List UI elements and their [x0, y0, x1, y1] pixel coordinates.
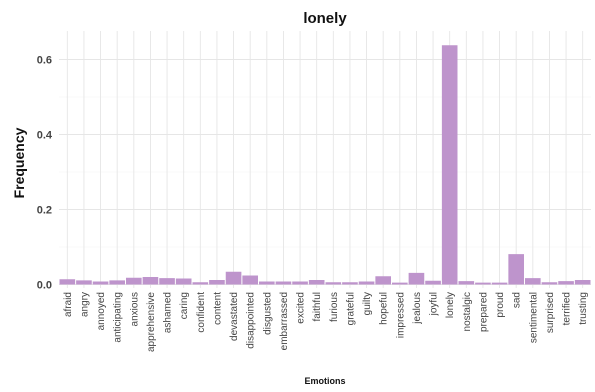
bar-anxious [125, 277, 142, 285]
x-tick-label-faithful: faithful [312, 292, 323, 321]
x-tick-label-hopeful: hopeful [379, 292, 390, 325]
x-tick-label-sad: sad [512, 292, 523, 308]
bar-sad [508, 254, 525, 285]
bar-annoyed [92, 281, 109, 285]
x-tick-label-anxious: anxious [129, 292, 140, 326]
bar-jealous [408, 272, 425, 285]
x-tick-label-afraid: afraid [63, 292, 74, 317]
x-tick-label-disappointed: disappointed [246, 292, 257, 349]
bar-excited [292, 281, 308, 285]
bar-caring [175, 278, 192, 285]
bar-sentimental [524, 278, 541, 285]
x-tick-label-proud: proud [495, 292, 506, 318]
bar-furious [325, 282, 342, 285]
x-tick-label-prepared: prepared [478, 292, 489, 332]
bar-nostalgic [458, 281, 475, 285]
bar-grateful [342, 282, 358, 285]
bars [59, 45, 591, 285]
bar-impressed [391, 282, 408, 285]
x-tick-label-devastated: devastated [229, 292, 240, 341]
x-tick-label-guilty: guilty [362, 292, 373, 315]
y-tick-label: 0.4 [37, 130, 53, 142]
x-tick-label-annoyed: annoyed [96, 292, 107, 330]
x-tick-label-apprehensive: apprehensive [146, 292, 157, 352]
x-tick-label-caring: caring [179, 292, 190, 319]
bar-joyful [425, 280, 441, 285]
x-tick-label-excited: excited [296, 292, 307, 324]
bar-lonely [441, 45, 458, 285]
x-tick-label-jealous: jealous [412, 292, 423, 325]
x-tick-label-impressed: impressed [395, 292, 406, 338]
bar-embarrassed [275, 281, 292, 285]
bar-disappointed [242, 275, 259, 285]
x-tick-label-sentimental: sentimental [528, 292, 539, 343]
x-tick-labels: afraid angry annoyed anticipating anxious app… [63, 292, 589, 352]
x-tick-label-lonely: lonely [445, 292, 456, 318]
bar-faithful [308, 280, 325, 285]
bar-surprised [541, 282, 558, 285]
x-tick-label-ashamed: ashamed [163, 292, 174, 333]
bar-afraid [59, 279, 76, 285]
bar-disgusted [258, 281, 275, 285]
x-tick-label-nostalgic: nostalgic [462, 292, 473, 331]
x-tick-label-embarrassed: embarrassed [279, 292, 290, 350]
x-tick-label-terrified: terrified [562, 292, 573, 325]
x-tick-label-content: content [212, 292, 223, 325]
y-tick-label: 0.2 [37, 205, 52, 217]
bar-anticipating [109, 280, 126, 285]
bar-ashamed [159, 278, 175, 285]
bar-trusting [574, 280, 591, 285]
bar-apprehensive [142, 277, 159, 285]
bar-guilty [358, 281, 375, 285]
x-tick-label-grateful: grateful [345, 292, 356, 325]
x-tick-label-disgusted: disgusted [262, 292, 273, 335]
x-axis-title: Emotions [304, 376, 345, 386]
bar-confident [192, 282, 209, 285]
x-tick-label-angry: angry [79, 292, 90, 317]
y-tick-labels: 0.0 0.2 0.4 0.6 [37, 55, 53, 292]
x-tick-label-anticipating: anticipating [113, 292, 124, 343]
y-axis-title: Frequency [11, 127, 27, 198]
x-tick-label-furious: furious [329, 292, 340, 322]
y-tick-label: 0.6 [37, 55, 52, 67]
x-tick-label-confident: confident [196, 292, 207, 333]
bar-devastated [225, 271, 242, 285]
grid-lines [59, 31, 591, 288]
bar-prepared [475, 282, 491, 285]
bar-hopeful [375, 276, 392, 285]
x-tick-label-joyful: joyful [429, 292, 440, 316]
x-tick-label-surprised: surprised [545, 292, 556, 333]
bar-proud [491, 282, 508, 285]
bar-angry [76, 280, 92, 285]
y-tick-label: 0.0 [37, 280, 52, 292]
bar-terrified [558, 281, 574, 285]
bar-content [209, 280, 225, 285]
chart-title: lonely [303, 10, 347, 27]
x-tick-label-trusting: trusting [578, 292, 589, 325]
